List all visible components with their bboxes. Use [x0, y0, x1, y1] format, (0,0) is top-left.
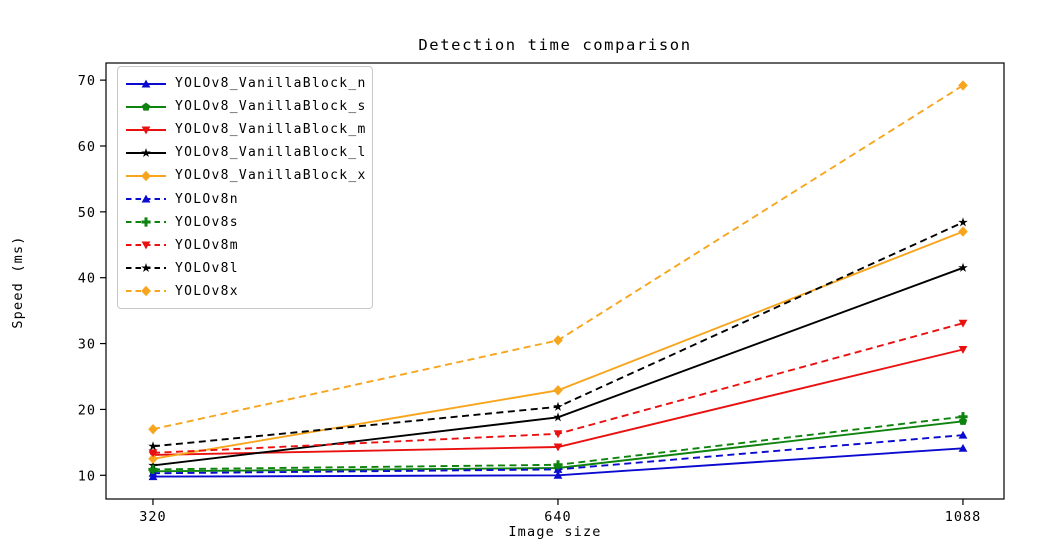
series-marker-YOLOv8s: [958, 412, 968, 422]
legend-item-YOLOv8l: YOLOv8l: [125, 257, 364, 280]
series-marker-YOLOv8_VanillaBlock_n: [958, 443, 968, 452]
y-tick-label: 40: [78, 271, 96, 287]
series-marker-YOLOv8_VanillaBlock_m: [553, 443, 563, 452]
series-marker-YOLOv8_VanillaBlock_m: [958, 346, 968, 354]
series-marker-YOLOv8m: [553, 430, 563, 439]
series-marker-YOLOv8x: [553, 335, 563, 346]
legend-item-label: YOLOv8_VanillaBlock_l: [175, 145, 367, 161]
y-tick-label: 30: [78, 337, 96, 353]
y-tick-label: 10: [78, 468, 96, 484]
legend-marker-icon: [126, 194, 166, 203]
legend: YOLOv8_VanillaBlock_n YOLOv8_VanillaBlock…: [117, 66, 373, 309]
legend-item-YOLOv8_VanillaBlock_s: YOLOv8_VanillaBlock_s: [125, 95, 367, 118]
legend-item-label: YOLOv8s: [175, 214, 239, 230]
plot-border: [105, 62, 1005, 500]
legend-marker-icon: [126, 217, 166, 227]
legend-item-YOLOv8_VanillaBlock_m: YOLOv8_VanillaBlock_m: [125, 118, 367, 141]
legend-item-YOLOv8_VanillaBlock_x: YOLOv8_VanillaBlock_x: [125, 164, 367, 187]
legend-item-YOLOv8x: YOLOv8x: [125, 280, 364, 303]
series-marker-YOLOv8_VanillaBlock_x: [958, 226, 968, 237]
y-tick-label: 50: [78, 205, 96, 221]
legend-item-YOLOv8_VanillaBlock_l: YOLOv8_VanillaBlock_l: [125, 141, 367, 164]
series-marker-YOLOv8_VanillaBlock_l: [958, 262, 968, 272]
series-marker-YOLOv8l: [958, 217, 968, 227]
legend-item-YOLOv8_VanillaBlock_n: YOLOv8_VanillaBlock_n: [125, 72, 367, 95]
x-tick-label: 1088: [945, 509, 982, 525]
series-marker-YOLOv8x: [148, 424, 158, 435]
legend-marker-icon: [126, 102, 166, 111]
series-marker-YOLOv8l: [553, 401, 563, 411]
x-tick-label: 320: [139, 509, 166, 525]
legend-marker-icon: [126, 286, 166, 297]
legend-item-label: YOLOv8_VanillaBlock_m: [175, 122, 367, 138]
y-tick-label: 70: [78, 73, 96, 89]
legend-marker-icon: [126, 126, 166, 135]
legend-item-label: YOLOv8n: [175, 191, 239, 207]
legend-marker-icon: [126, 263, 166, 273]
series-marker-YOLOv8m: [958, 319, 968, 328]
legend-item-YOLOv8s: YOLOv8s: [125, 211, 364, 234]
legend-item-label: YOLOv8l: [175, 260, 239, 276]
legend-marker-icon: [126, 79, 166, 88]
series-marker-YOLOv8_VanillaBlock_x: [148, 453, 158, 464]
chart-title: Detection time comparison: [418, 36, 692, 54]
legend-item-label: YOLOv8_VanillaBlock_s: [175, 99, 367, 115]
x-tick-label: 640: [544, 509, 571, 525]
series-marker-YOLOv8n: [958, 430, 968, 439]
legend-item-label: YOLOv8_VanillaBlock_n: [175, 76, 367, 92]
series-marker-YOLOv8x: [958, 80, 968, 91]
series-marker-YOLOv8_VanillaBlock_n: [553, 470, 563, 479]
series-marker-YOLOv8l: [148, 441, 158, 451]
legend-item-label: YOLOv8_VanillaBlock_x: [175, 168, 367, 184]
legend-marker-icon: [126, 147, 166, 157]
legend-marker-icon: [126, 170, 166, 182]
legend-item-YOLOv8n: YOLOv8n: [125, 187, 364, 210]
legend-item-label: YOLOv8m: [175, 237, 239, 253]
x-axis-label: Image size: [508, 524, 602, 540]
legend-item-label: YOLOv8x: [175, 283, 239, 299]
series-marker-YOLOv8s: [553, 460, 563, 470]
y-tick-label: 60: [78, 139, 96, 155]
legend-item-YOLOv8m: YOLOv8m: [125, 234, 364, 257]
series-marker-YOLOv8_VanillaBlock_l: [553, 412, 563, 422]
series-marker-YOLOv8s: [148, 464, 158, 474]
series-marker-YOLOv8_VanillaBlock_x: [553, 385, 563, 396]
legend-marker-icon: [126, 241, 166, 250]
y-tick-label: 20: [78, 402, 96, 418]
series-marker-YOLOv8m: [148, 449, 158, 458]
